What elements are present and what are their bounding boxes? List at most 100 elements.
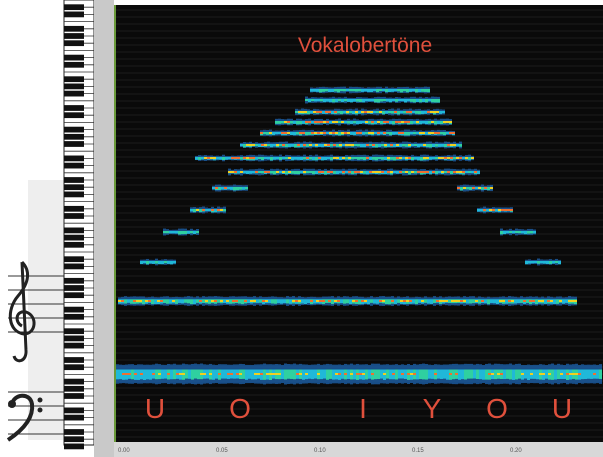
band — [498, 209, 501, 211]
black-key — [64, 155, 84, 162]
band — [405, 144, 408, 147]
band — [260, 373, 263, 375]
band — [398, 99, 401, 102]
band — [223, 209, 226, 212]
band — [403, 111, 406, 114]
band — [326, 132, 329, 135]
band — [124, 299, 127, 304]
bass-clef — [6, 393, 35, 442]
band — [457, 300, 460, 302]
band — [374, 132, 377, 135]
band — [243, 171, 246, 174]
black-key — [64, 184, 84, 191]
band — [483, 209, 486, 211]
band — [314, 369, 317, 379]
band — [538, 300, 541, 302]
band — [444, 171, 447, 174]
band — [305, 121, 308, 123]
band — [315, 171, 318, 175]
band — [294, 144, 297, 148]
band — [411, 171, 414, 173]
band — [581, 369, 584, 380]
band — [434, 373, 437, 375]
band — [324, 171, 327, 175]
band — [402, 171, 405, 174]
band — [258, 171, 261, 174]
band — [433, 299, 436, 303]
band — [415, 89, 418, 93]
band — [140, 373, 143, 375]
band — [271, 299, 274, 304]
band — [395, 369, 398, 380]
band — [381, 157, 384, 160]
band — [536, 369, 539, 380]
band — [444, 157, 447, 159]
band — [330, 144, 333, 147]
band — [146, 369, 149, 380]
band — [238, 299, 241, 304]
band — [398, 132, 401, 134]
band — [420, 171, 423, 173]
band — [437, 369, 440, 379]
band — [278, 132, 281, 135]
band — [155, 261, 158, 264]
band — [377, 121, 380, 123]
band — [437, 132, 440, 134]
band — [357, 144, 360, 147]
band — [367, 299, 370, 305]
band — [190, 209, 193, 212]
band — [200, 373, 203, 375]
band — [436, 111, 439, 113]
band — [324, 144, 327, 146]
band — [380, 132, 383, 135]
band — [198, 157, 201, 160]
band — [426, 144, 429, 148]
band — [408, 144, 411, 146]
band — [347, 99, 350, 102]
band — [361, 300, 364, 302]
band — [242, 369, 245, 379]
band — [289, 299, 292, 304]
band — [386, 99, 389, 102]
band — [125, 373, 128, 375]
band — [381, 144, 384, 147]
band — [301, 299, 304, 304]
band — [364, 300, 367, 302]
band — [229, 299, 232, 304]
band — [136, 300, 139, 302]
band — [276, 157, 279, 160]
band — [420, 157, 423, 161]
band — [335, 99, 338, 103]
band — [413, 121, 416, 124]
band — [326, 99, 329, 102]
band — [352, 89, 355, 92]
band — [493, 299, 496, 304]
band — [304, 299, 307, 305]
band — [485, 369, 488, 380]
band — [375, 144, 378, 148]
band — [388, 89, 391, 93]
band — [157, 300, 160, 302]
band — [223, 299, 226, 303]
black-key — [64, 54, 84, 61]
band — [290, 132, 293, 136]
band — [397, 299, 400, 303]
band — [419, 369, 422, 380]
band — [407, 99, 410, 102]
time-label: 0.05 — [216, 448, 228, 454]
band — [392, 99, 395, 102]
band — [286, 299, 289, 304]
band — [539, 373, 542, 375]
band — [247, 299, 250, 304]
band — [303, 144, 306, 146]
band — [553, 299, 556, 304]
band — [264, 144, 267, 146]
band — [309, 157, 312, 160]
band — [151, 299, 154, 305]
band — [261, 171, 264, 174]
band — [399, 171, 402, 173]
band — [394, 89, 397, 92]
black-key — [64, 429, 84, 435]
band — [270, 144, 273, 148]
band — [415, 111, 418, 114]
